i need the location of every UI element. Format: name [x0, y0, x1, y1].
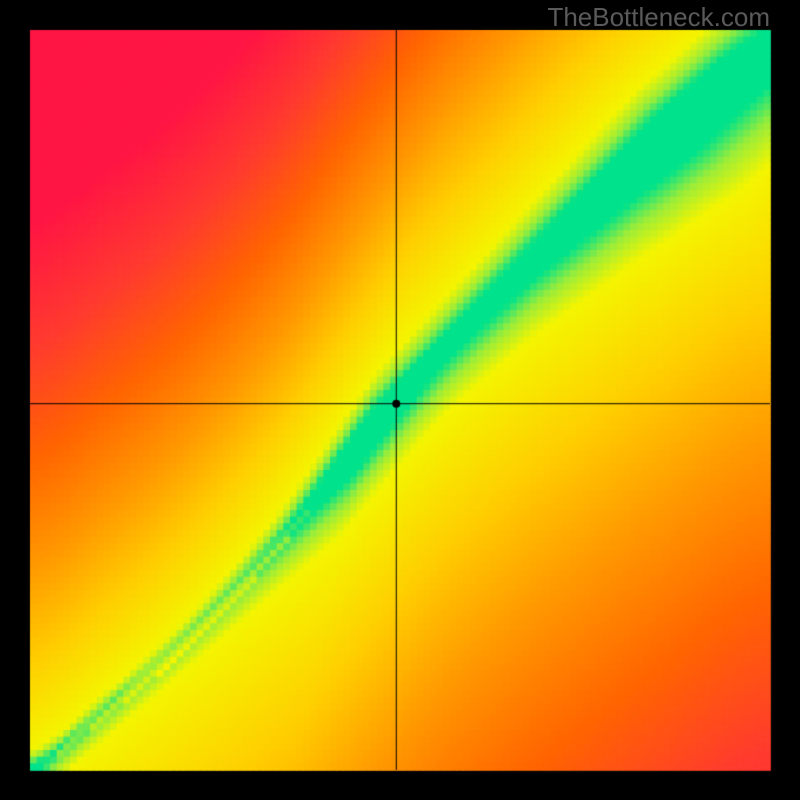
- bottleneck-heatmap: [0, 0, 800, 800]
- chart-container: TheBottleneck.com: [0, 0, 800, 800]
- watermark-text: TheBottleneck.com: [547, 2, 770, 33]
